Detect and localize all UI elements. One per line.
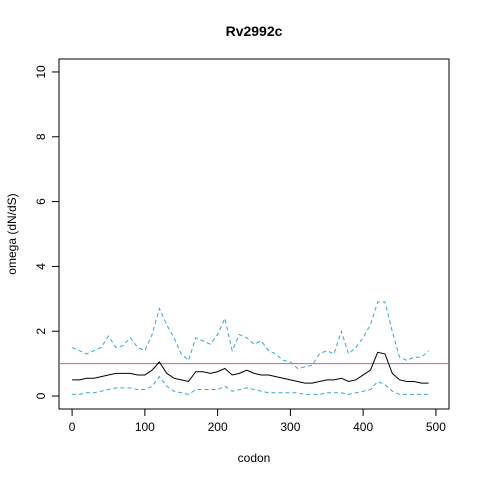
chart-title: Rv2992c [226,23,283,39]
series-line [72,375,429,395]
y-tick-label: 10 [34,65,48,79]
x-tick-label: 0 [69,420,76,434]
y-axis-label: omega (dN/dS) [5,193,19,274]
y-tick-label: 4 [34,263,48,270]
plot-frame [58,58,450,410]
x-tick-label: 200 [208,420,228,434]
x-tick-label: 500 [426,420,446,434]
x-axis-label: codon [238,451,271,465]
x-tick-label: 400 [353,420,373,434]
series-line [71,301,429,370]
y-tick-label: 8 [34,133,48,140]
y-tick-label: 0 [34,392,48,399]
x-tick-label: 300 [280,420,300,434]
series-line [72,351,429,384]
y-tick-label: 6 [34,198,48,205]
x-tick-label: 100 [135,420,155,434]
y-tick-label: 2 [34,328,48,335]
